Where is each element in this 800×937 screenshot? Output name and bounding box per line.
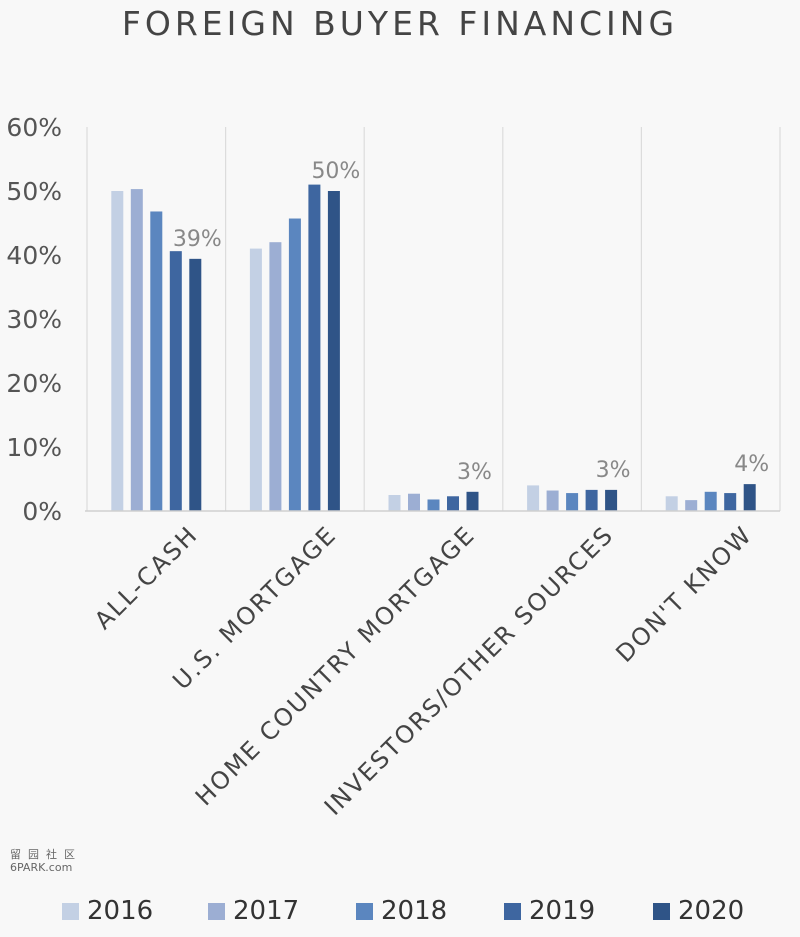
legend-item: 2020 <box>653 893 744 929</box>
data-label: 3% <box>596 458 631 483</box>
x-category-label: ALL-CASH <box>89 520 203 634</box>
legend-swatch <box>62 902 79 920</box>
legend-swatch <box>504 902 521 920</box>
legend-label: 2019 <box>529 896 596 926</box>
y-tick-label: 0% <box>22 497 62 526</box>
y-tick-label: 30% <box>6 305 62 334</box>
bar <box>724 493 737 511</box>
x-category-label: HOME COUNTRY MORTGAGE <box>190 520 481 811</box>
legend-swatch <box>208 902 225 920</box>
legend-label: 2017 <box>233 896 300 926</box>
bar <box>388 495 401 511</box>
legend-item: 2018 <box>356 893 447 929</box>
legend-item: 2017 <box>208 893 299 929</box>
legend-swatch <box>653 902 670 920</box>
x-category-label: DON'T KNOW <box>610 520 757 667</box>
bar <box>408 493 420 511</box>
bar <box>308 184 321 511</box>
bar <box>585 489 598 511</box>
bar <box>566 493 579 511</box>
y-tick-label: 10% <box>6 433 62 462</box>
data-label: 4% <box>734 452 769 477</box>
legend-label: 2020 <box>678 896 745 926</box>
data-label: 3% <box>457 460 492 485</box>
bar <box>169 251 182 511</box>
bar <box>605 489 618 511</box>
watermark-site: 6PARK.com <box>10 861 73 874</box>
legend-swatch <box>356 902 373 920</box>
bar <box>743 484 756 511</box>
legend-label: 2016 <box>87 896 154 926</box>
bar <box>150 211 163 512</box>
bar <box>546 490 559 511</box>
bar <box>665 496 678 511</box>
y-tick-label: 40% <box>6 241 62 270</box>
y-tick-label: 50% <box>6 177 62 206</box>
bar <box>269 242 282 511</box>
bar <box>327 191 340 511</box>
legend: 2016 2017 2018 2019 2020 <box>0 893 800 929</box>
bar <box>111 191 124 511</box>
bar <box>130 189 143 511</box>
legend-label: 2018 <box>381 896 448 926</box>
bar <box>189 258 202 511</box>
bar <box>466 491 479 511</box>
bar <box>288 218 301 511</box>
y-tick-label: 20% <box>6 369 62 398</box>
x-category-label: INVESTORS/OTHER SOURCES <box>319 520 619 820</box>
y-tick-label: 60% <box>6 113 62 142</box>
bar <box>527 485 540 511</box>
bar <box>704 491 717 511</box>
bar <box>447 496 459 511</box>
legend-item: 2019 <box>504 893 595 929</box>
bar <box>249 248 262 511</box>
watermark: 留园社区 6PARK.com <box>10 848 90 874</box>
bar <box>685 500 698 511</box>
legend-item: 2016 <box>62 893 153 929</box>
watermark-chinese: 留园社区 <box>10 848 82 861</box>
bar <box>427 499 440 511</box>
chart-title: FOREIGN BUYER FINANCING <box>121 4 679 43</box>
data-label: 50% <box>311 159 360 184</box>
data-label: 39% <box>173 227 222 252</box>
